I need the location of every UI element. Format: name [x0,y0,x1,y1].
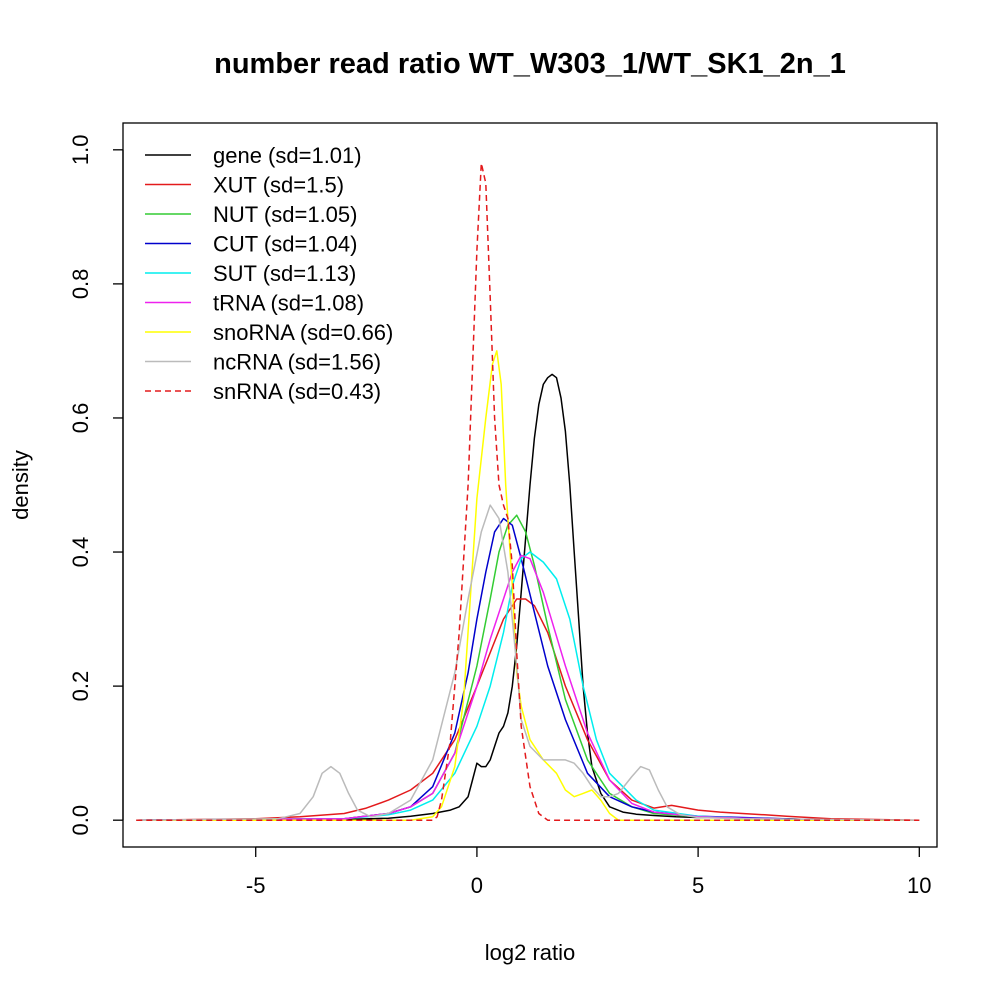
y-tick-label: 0.0 [68,805,93,836]
y-axis-title: density [8,450,33,520]
series-line-4 [136,551,920,821]
legend-label-1: XUT (sd=1.5) [213,173,344,198]
series-line-0 [136,373,920,821]
x-tick-label: 5 [692,873,704,898]
legend-label-7: ncRNA (sd=1.56) [213,350,381,375]
x-axis-title: log2 ratio [485,940,576,965]
legend-label-6: snoRNA (sd=0.66) [213,320,393,345]
series-line-5 [136,554,920,821]
series-line-7 [136,504,920,821]
chart-title: number read ratio WT_W303_1/WT_SK1_2n_1 [214,48,846,80]
x-axis: -5 0 5 10 [246,846,932,898]
series-line-8 [136,162,920,821]
legend: gene (sd=1.01) XUT (sd=1.5) NUT (sd=1.05) C… [145,143,393,404]
legend-label-2: NUT (sd=1.05) [213,202,357,227]
legend-label-3: CUT (sd=1.04) [213,232,357,257]
legend-label-0: gene (sd=1.01) [213,143,362,168]
legend-label-5: tRNA (sd=1.08) [213,291,364,316]
series-line-1 [136,598,920,821]
y-tick-label: 1.0 [68,135,93,166]
x-tick-label: 10 [907,873,931,898]
y-tick-label: 0.4 [68,537,93,568]
y-tick-label: 0.2 [68,671,93,702]
legend-label-4: SUT (sd=1.13) [213,261,356,286]
legend-label-8: snRNA (sd=0.43) [213,379,381,404]
x-tick-label: 0 [471,873,483,898]
y-axis: 0.0 0.2 0.4 0.6 0.8 1.0 [68,135,124,836]
x-tick-label: -5 [246,873,266,898]
y-tick-label: 0.8 [68,269,93,300]
series-lines [136,162,920,821]
y-tick-label: 0.6 [68,403,93,434]
